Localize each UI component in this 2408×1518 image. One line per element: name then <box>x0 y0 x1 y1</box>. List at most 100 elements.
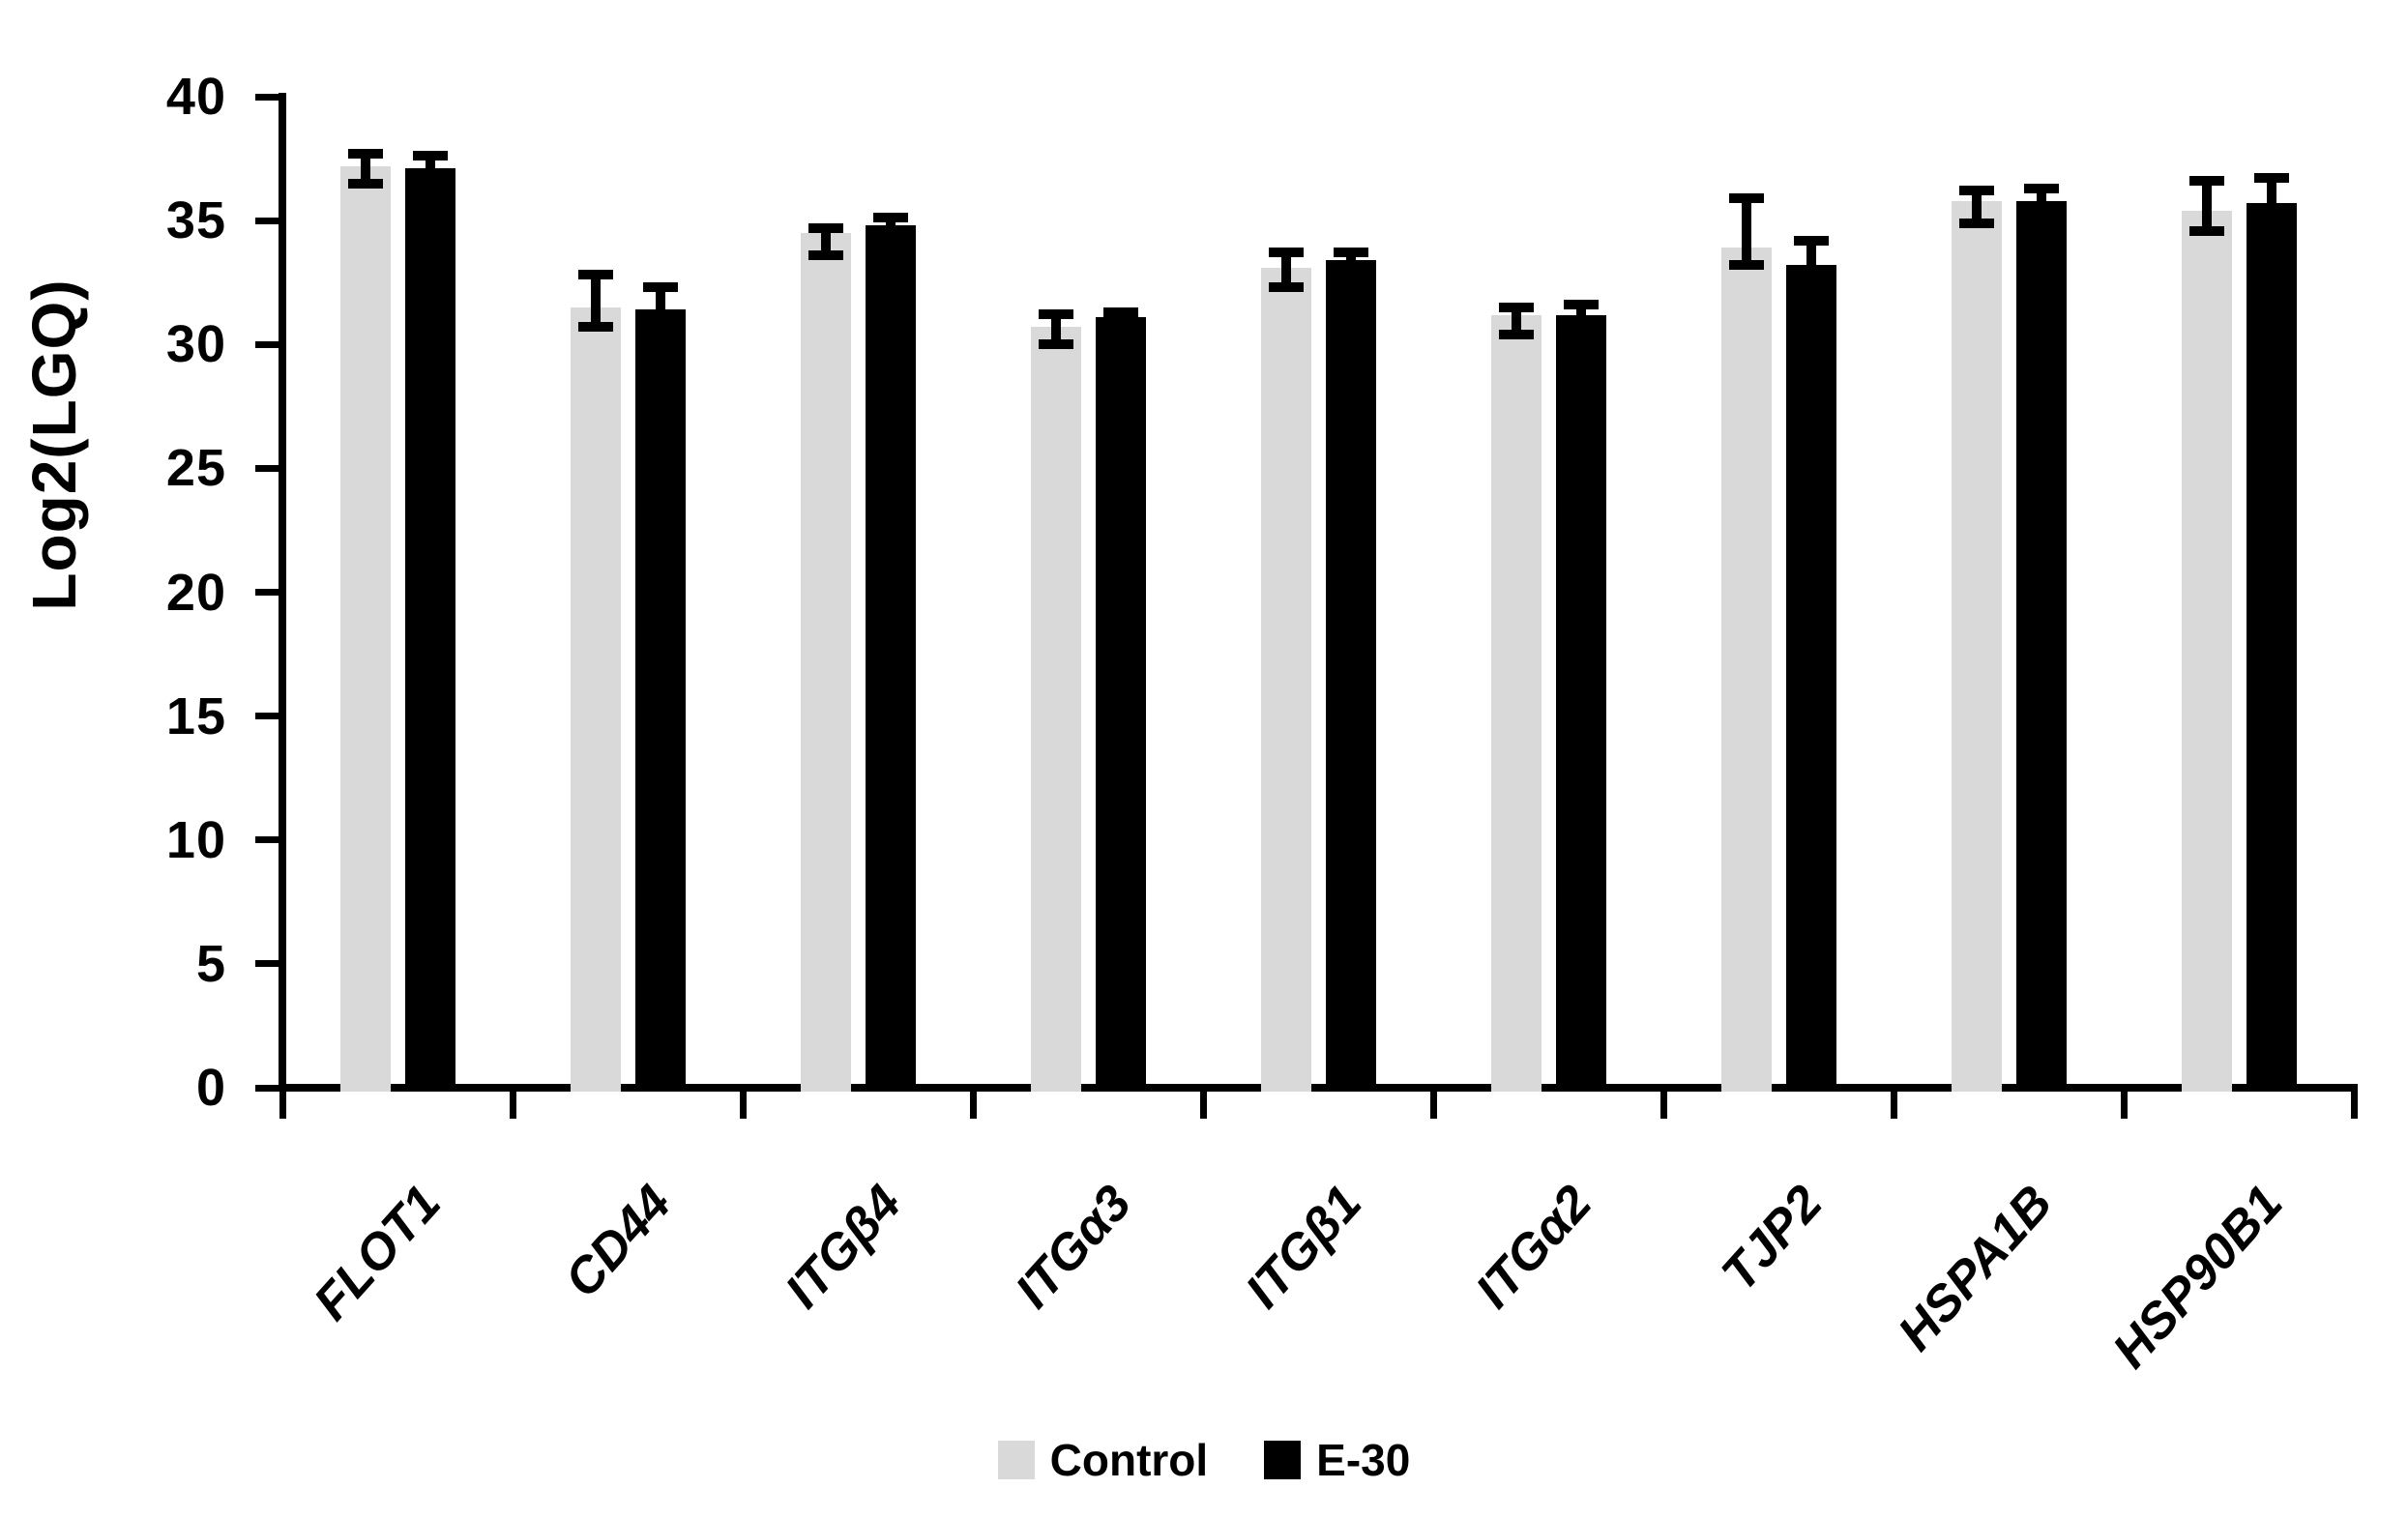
x-tick-mark <box>2120 1084 2128 1119</box>
y-tick-mark <box>255 713 284 720</box>
y-tick-label: 35 <box>165 191 226 250</box>
error-bar-control-HSP90B1 <box>2188 176 2224 236</box>
x-category-label-HSPA1B: HSPA1B <box>1887 1175 2064 1362</box>
y-tick-mark <box>255 960 284 968</box>
x-tick-mark <box>1199 1084 1207 1119</box>
error-bar-e-30-ITGβ1 <box>1333 248 1368 273</box>
error-bar-line <box>1050 309 1061 350</box>
error-bar-line <box>820 222 831 261</box>
error-bar-line <box>2266 173 2276 233</box>
error-bar-line <box>425 151 435 187</box>
bar-control-ITGα2 <box>1490 314 1542 1092</box>
error-bar-line <box>590 270 601 333</box>
x-category-label-CD44: CD44 <box>554 1175 683 1308</box>
x-category-label-ITGα2: ITGα2 <box>1465 1175 1603 1319</box>
bar-e-30-HSP90B1 <box>2246 203 2297 1092</box>
y-tick-mark <box>255 464 284 472</box>
error-bar-e-30-ITGα3 <box>1102 307 1138 328</box>
bar-control-FLOT1 <box>339 165 391 1092</box>
bar-e-30-HSPA1B <box>2015 200 2067 1092</box>
legend-swatch-e-30 <box>1264 1441 1302 1479</box>
error-bar-line <box>1575 300 1586 330</box>
error-bar-control-ITGβ4 <box>808 222 843 261</box>
x-tick-mark <box>279 1084 286 1119</box>
error-bar-control-CD44 <box>577 270 613 333</box>
x-tick-mark <box>969 1084 977 1119</box>
error-bar-control-FLOT1 <box>347 148 383 189</box>
x-category-label-HSP90B1: HSP90B1 <box>2101 1175 2294 1379</box>
y-tick-mark <box>255 836 284 844</box>
error-bar-line <box>2201 176 2212 236</box>
y-tick-mark <box>255 93 284 101</box>
x-tick-mark <box>2350 1084 2358 1119</box>
x-category-label-FLOT1: FLOT1 <box>304 1175 453 1331</box>
y-tick-label: 20 <box>165 563 226 622</box>
bar-control-HSPA1B <box>1951 200 2002 1092</box>
bar-e-30-CD44 <box>634 309 686 1092</box>
y-tick-mark <box>255 217 284 224</box>
error-bar-e-30-TJP2 <box>1793 235 1829 295</box>
y-tick-label: 10 <box>165 810 226 869</box>
x-tick-mark <box>739 1084 747 1119</box>
legend-label: E-30 <box>1316 1435 1411 1485</box>
legend-item-control: Control <box>997 1435 1209 1485</box>
legend-item-e-30: E-30 <box>1264 1437 1410 1483</box>
error-bar-control-TJP2 <box>1728 192 1764 271</box>
error-bar-line <box>1115 307 1126 328</box>
x-tick-mark <box>509 1084 516 1119</box>
error-bar-line <box>885 213 896 239</box>
x-tick-mark <box>1659 1084 1667 1119</box>
x-axis-line <box>279 1084 2358 1092</box>
error-bar-line <box>1741 192 1751 271</box>
y-tick-mark <box>255 340 284 348</box>
bar-e-30-ITGα3 <box>1095 317 1146 1092</box>
y-tick-label: 5 <box>195 934 226 993</box>
bar-e-30-FLOT1 <box>404 168 455 1092</box>
x-category-label-TJP2: TJP2 <box>1711 1175 1834 1302</box>
y-tick-label: 0 <box>195 1059 226 1117</box>
error-bar-e-30-ITGα2 <box>1563 300 1599 330</box>
bar-control-ITGβ1 <box>1260 267 1311 1092</box>
y-tick-label: 15 <box>165 686 226 745</box>
y-tick-label: 25 <box>165 439 226 498</box>
legend-swatch-control <box>997 1441 1035 1479</box>
bar-e-30-ITGβ4 <box>865 225 916 1092</box>
error-bar-e-30-CD44 <box>642 282 678 337</box>
error-bar-line <box>1511 302 1521 340</box>
legend-label: Control <box>1049 1435 1209 1485</box>
x-category-label-ITGβ4: ITGβ4 <box>775 1175 913 1320</box>
bar-e-30-ITGα2 <box>1555 314 1606 1092</box>
error-bar-line <box>1280 248 1291 293</box>
bar-control-HSP90B1 <box>2181 210 2232 1092</box>
error-bar-line <box>655 282 665 337</box>
x-tick-mark <box>1429 1084 1437 1119</box>
y-tick-mark <box>255 589 284 596</box>
x-category-label-ITGα3: ITGα3 <box>1005 1175 1143 1319</box>
x-category-label-ITGβ1: ITGβ1 <box>1235 1175 1373 1320</box>
error-bar-line <box>1806 235 1816 295</box>
error-bar-line <box>1345 248 1356 273</box>
error-bar-control-ITGβ1 <box>1268 248 1304 293</box>
error-bar-control-ITGα2 <box>1498 302 1534 340</box>
y-tick-mark <box>255 1084 284 1092</box>
bar-control-ITGβ4 <box>800 232 851 1092</box>
error-bar-line <box>2036 183 2046 219</box>
y-tick-label: 30 <box>165 315 226 374</box>
error-bar-e-30-HSP90B1 <box>2253 173 2289 233</box>
bar-control-TJP2 <box>1720 248 1772 1092</box>
x-tick-mark <box>1890 1084 1897 1119</box>
bar-control-ITGα3 <box>1030 327 1081 1092</box>
bar-control-CD44 <box>570 307 621 1092</box>
error-bar-e-30-FLOT1 <box>412 151 448 187</box>
error-bar-line <box>1971 186 1982 228</box>
bar-e-30-ITGβ1 <box>1325 260 1376 1092</box>
bar-e-30-TJP2 <box>1785 265 1836 1092</box>
error-bar-e-30-ITGβ4 <box>872 213 908 239</box>
error-bar-control-ITGα3 <box>1038 309 1073 350</box>
error-bar-e-30-HSPA1B <box>2023 183 2059 219</box>
y-tick-label: 40 <box>165 68 226 126</box>
error-bar-line <box>360 148 370 189</box>
error-bar-control-HSPA1B <box>1958 186 1994 228</box>
legend: Control E-30 <box>0 1437 2408 1483</box>
